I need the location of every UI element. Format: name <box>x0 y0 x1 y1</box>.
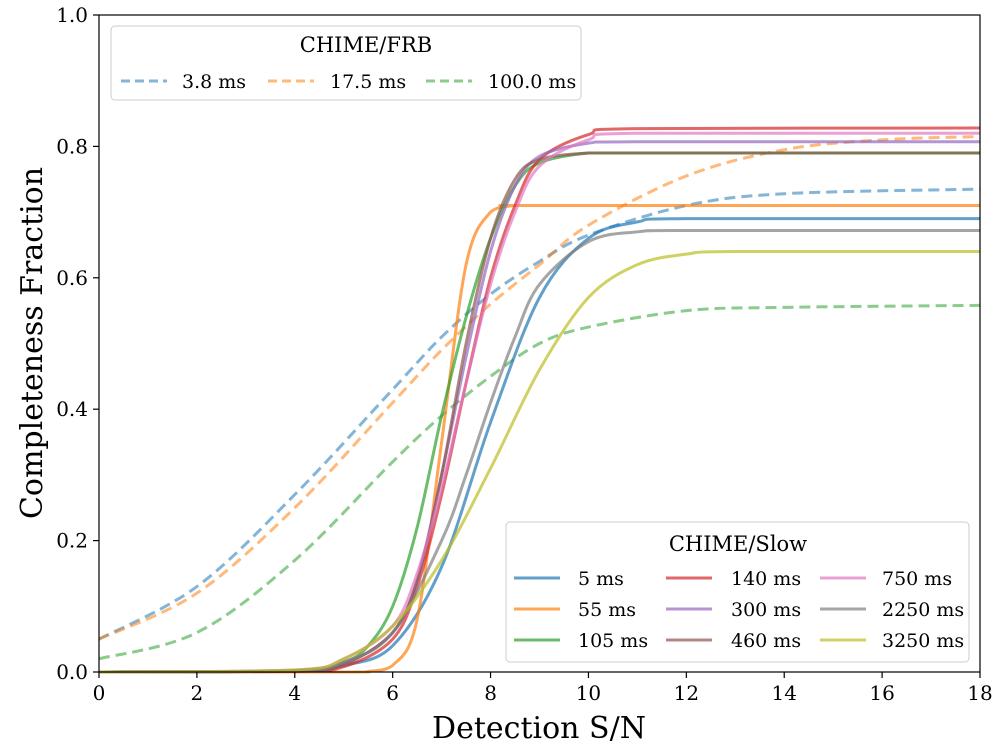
x-tick-label: 16 <box>869 681 894 705</box>
series-layer <box>98 126 981 674</box>
legend-label-460-ms: 460 ms <box>731 630 801 652</box>
legend-label-5-ms: 5 ms <box>578 568 624 590</box>
legend-label-2250-ms: 2250 ms <box>882 599 964 621</box>
y-tick-label: 0.8 <box>56 134 88 158</box>
series-line-460-msslow <box>98 151 980 674</box>
x-tick-label: 8 <box>484 681 497 705</box>
x-tick-label: 0 <box>93 681 106 705</box>
y-tick-label: 0.4 <box>56 397 88 421</box>
y-tick-label: 0.6 <box>56 266 88 290</box>
series-line-17-5-msfrb <box>98 135 981 641</box>
legend-frame <box>110 25 582 101</box>
legend-label-55-ms: 55 ms <box>578 599 636 621</box>
y-tick-label: 0.2 <box>56 529 88 553</box>
legend-label-17-5-ms: 17.5 ms <box>330 71 406 93</box>
y-tick-label: 1.0 <box>56 3 88 27</box>
legend-chime-frb: CHIME/FRB 3.8 ms 17.5 ms 100.0 ms <box>110 25 582 101</box>
legend-label-300-ms: 300 ms <box>731 599 801 621</box>
x-tick-label: 18 <box>967 681 992 705</box>
legend-label-140-ms: 140 ms <box>731 568 801 590</box>
legend-label-750-ms: 750 ms <box>882 568 952 590</box>
y-tick-label: 0.0 <box>56 660 88 684</box>
x-tick-label: 4 <box>288 681 301 705</box>
x-axis-title: Detection S/N <box>432 711 646 746</box>
series-line-3250-msslow <box>98 250 980 674</box>
legend-label-105-ms: 105 ms <box>578 630 648 652</box>
legend-label-3-8-ms: 3.8 ms <box>182 71 246 93</box>
y-axis-title: Completeness Fraction <box>15 167 50 519</box>
plot-frame <box>98 14 981 673</box>
legend-label-100-ms: 100.0 ms <box>488 71 576 93</box>
x-tick-label: 12 <box>674 681 699 705</box>
series-line-2250-msslow <box>98 228 980 674</box>
x-tick-label: 10 <box>576 681 601 705</box>
legend-label-3250-ms: 3250 ms <box>882 630 964 652</box>
x-tick-label: 6 <box>386 681 399 705</box>
legend-title: CHIME/Slow <box>669 532 807 556</box>
legend-chime-slow: CHIME/Slow 5 ms 55 ms 105 ms 140 ms 300 … <box>505 521 970 663</box>
series-line-100-0-msfrb <box>98 303 981 661</box>
x-tick-label: 14 <box>771 681 796 705</box>
ticks-layer: 0 2 4 6 8 10 12 14 16 18 0.0 0.2 0.4 0.6 0.8 1.0 <box>56 3 993 705</box>
legend-title: CHIME/FRB <box>300 33 432 57</box>
legend-frame <box>505 521 970 663</box>
x-tick-label: 2 <box>191 681 204 705</box>
